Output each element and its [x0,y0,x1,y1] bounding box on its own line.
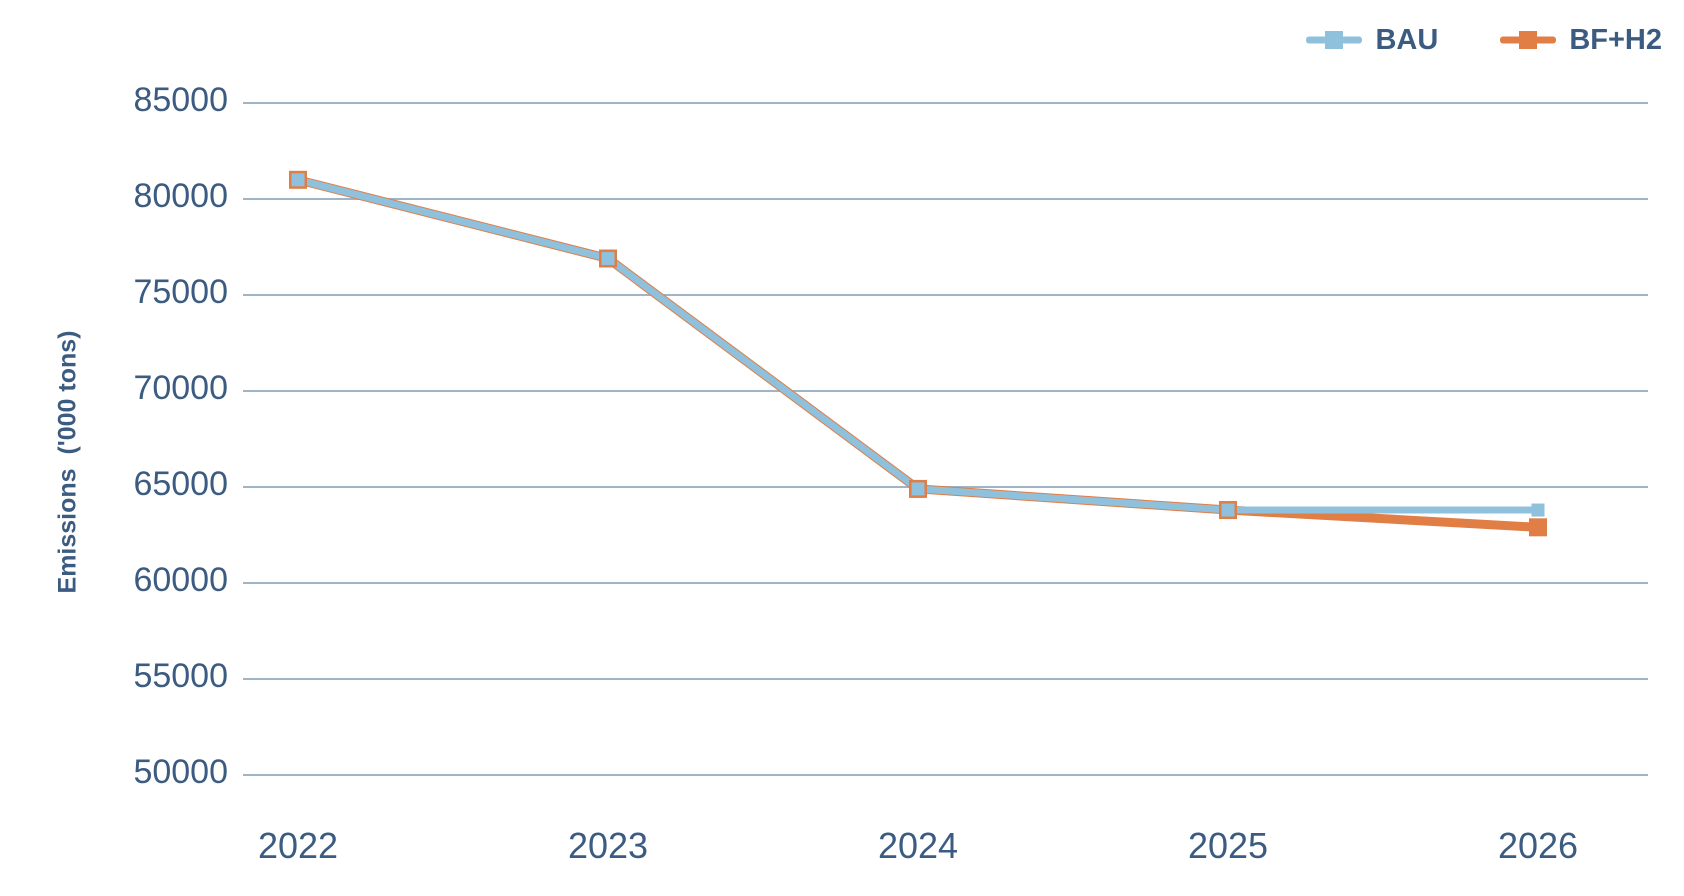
bf-h2-line-marker-swatch-icon [1500,30,1556,50]
legend-item-bau: BAU [1306,23,1439,56]
series-line-bau [297,176,1538,514]
y-tick-label: 50000 [133,753,228,791]
marker-bau [1531,503,1545,517]
y-tick-label: 75000 [133,273,228,311]
y-tick-label: 65000 [133,465,228,503]
y-tick-label: 60000 [133,561,228,599]
bau-line-marker-swatch-icon [1306,30,1362,50]
x-tick-label: 2024 [878,825,958,866]
marker-bau [1221,503,1235,517]
x-tick-label: 2025 [1188,825,1268,866]
y-tick-label: 85000 [133,81,228,119]
y-tick-label: 70000 [133,369,228,407]
y-tick-label: 55000 [133,657,228,695]
x-tick-label: 2022 [258,825,338,866]
marker-bau [291,173,305,187]
series-line-bf-h2 [296,175,1539,532]
legend-label-bau: BAU [1375,23,1439,56]
marker-bau [911,482,925,496]
legend-item-bf-h2: BF+H2 [1500,23,1662,56]
x-tick-label: 2026 [1498,825,1578,866]
marker-bau [601,252,615,266]
x-tick-label: 2023 [568,825,648,866]
y-axis-title: Emissions ('000 tons) [53,330,82,594]
legend: BAU BF+H2 [1306,18,1662,62]
legend-label-bf-h2: BF+H2 [1569,23,1662,56]
y-tick-label: 80000 [133,177,228,215]
marker-bf-h2 [1529,518,1547,537]
